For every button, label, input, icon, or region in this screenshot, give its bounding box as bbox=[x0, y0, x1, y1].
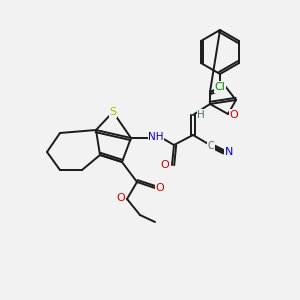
Text: O: O bbox=[117, 193, 125, 203]
Text: C: C bbox=[208, 141, 214, 151]
Text: O: O bbox=[160, 160, 169, 170]
Text: N: N bbox=[225, 147, 233, 157]
Text: NH: NH bbox=[148, 132, 164, 142]
Text: O: O bbox=[230, 110, 238, 120]
Text: S: S bbox=[110, 107, 117, 117]
Text: O: O bbox=[156, 183, 164, 193]
Text: Cl: Cl bbox=[214, 82, 225, 92]
Text: H: H bbox=[197, 110, 205, 120]
